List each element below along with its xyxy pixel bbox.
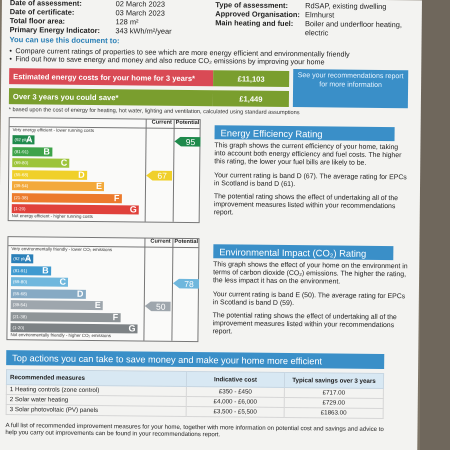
column-header: Indicative cost [186, 371, 285, 388]
measure-cell: 3 Solar photovoltaic (PV) panels [6, 404, 187, 417]
rating-band: (81-91) B [12, 145, 52, 157]
band-range: (69-80) [12, 279, 28, 285]
saving-label: Over 3 years you could save* [8, 88, 214, 107]
band-range: (21-38) [13, 194, 29, 200]
cost-cell: £3,500 - £5,500 [186, 406, 285, 418]
band-letter: E [95, 180, 103, 192]
band-range: (81-91) [14, 148, 29, 154]
band-range: (1-20) [12, 325, 25, 331]
current-rating-arrow-value: 67 [157, 170, 167, 181]
potential-column-header: Potential [175, 119, 200, 127]
intro-bullet: Find out how to save energy and money an… [9, 54, 349, 67]
efficiency-paragraph: The potential rating shows the effect of… [213, 193, 399, 217]
band-letter: C [59, 276, 67, 287]
saving-cell: £1863.00 [284, 407, 384, 419]
band-range: (39-54) [12, 302, 27, 308]
efficiency-paragraph: Your current rating is band D (67). The … [214, 171, 407, 188]
band-letter: D [76, 288, 84, 299]
top-caption: Very environmentally friendly - lower CO… [11, 246, 113, 253]
potential-column-header: Potential [174, 238, 199, 246]
recommendations-link[interactable]: See your recommendations report for more… [292, 69, 409, 109]
saving-bar: Over 3 years you could save* £1,449 [8, 88, 290, 108]
cost-footnote: * based upon the cost of energy for heat… [8, 107, 300, 117]
potential-rating-arrow-value: 95 [185, 136, 196, 147]
rating-band: (1-20) G [10, 323, 138, 334]
band-range: (21-38) [12, 313, 27, 319]
rating-band: (1-20) G [11, 204, 139, 215]
column-divider [144, 119, 147, 222]
potential-rating-arrow: 95 [174, 136, 200, 146]
column-divider [143, 238, 146, 341]
environment-paragraph: This graph shows the effect of your home… [212, 261, 408, 286]
band-range: (55-68) [14, 171, 29, 177]
saving-value: £1,449 [212, 90, 290, 108]
band-range: (69-80) [14, 160, 29, 166]
epc-document: Date of assessment: 02 March 2023 Type o… [0, 0, 422, 450]
rating-band: (39-54) E [11, 180, 105, 192]
band-letter: D [78, 169, 85, 180]
estimated-cost-value: £11,103 [213, 70, 290, 88]
rating-band: (92 plus) A [12, 134, 35, 145]
potential-rating-arrow: 78 [173, 278, 199, 288]
rating-band: (39-54) E [10, 299, 103, 311]
potential-rating-arrow-value: 78 [184, 278, 194, 289]
band-letter: F [113, 192, 120, 203]
header-value: 343 kWh/m²/year [115, 26, 172, 36]
background-surface [420, 0, 450, 450]
environment-paragraph: The potential rating shows the effect of… [212, 312, 397, 336]
rating-band: (81-91) B [11, 264, 51, 276]
band-letter: B [43, 145, 50, 157]
band-letter: G [129, 204, 137, 215]
band-letter: B [42, 264, 49, 276]
recommendations-footer: A full list of recommended improvement m… [5, 422, 384, 439]
header-key: Primary Energy Indicator: [9, 25, 101, 36]
header-value: electric [304, 28, 329, 38]
column-header: Typical savings over 3 years [284, 372, 384, 389]
top-actions-title: Top actions you can take to save money a… [6, 350, 385, 370]
certificate-header: Date of assessment: 02 March 2023 Type o… [10, 0, 415, 38]
rating-band: (55-68) D [10, 288, 86, 299]
rating-band: (55-68) D [12, 169, 87, 180]
environment-title: Environmental Impact (CO₂) Rating [213, 244, 394, 261]
rating-band: (21-38) F [10, 311, 121, 322]
environment-paragraph: Your current rating is band E (50). The … [212, 290, 406, 307]
band-range: (39-54) [13, 183, 29, 189]
environment-description: This graph shows the effect of your home… [212, 261, 408, 344]
band-letter: E [94, 299, 101, 311]
rating-band: (69-80) C [10, 276, 69, 287]
column-divider [171, 238, 174, 341]
efficiency-title: Energy Efficiency Rating [214, 125, 395, 142]
current-column-header: Current [150, 238, 171, 245]
band-letter: C [60, 157, 68, 168]
column-divider [172, 119, 175, 222]
current-rating-arrow: 50 [145, 301, 171, 311]
rating-band: (21-38) F [11, 192, 122, 203]
band-letter: F [112, 311, 119, 322]
energy-efficiency-chart: Current Potential Very energy efficient … [7, 117, 201, 224]
estimated-cost-label: Estimated energy costs for your home for… [9, 68, 214, 87]
intro-section: You can use this document to: Compare cu… [9, 35, 350, 67]
efficiency-paragraph: This graph shows the current efficiency … [214, 142, 402, 168]
current-column-header: Current [151, 119, 172, 126]
rating-band: (69-80) C [12, 157, 70, 168]
band-range: (81-91) [13, 267, 28, 273]
bottom-caption: Not energy efficient - higher running co… [11, 213, 93, 219]
top-caption: Very energy efficient - lower running co… [12, 127, 95, 133]
band-letter: G [128, 323, 136, 334]
band-range: (55-68) [12, 290, 28, 296]
current-rating-arrow: 67 [146, 171, 172, 181]
header-key [215, 27, 305, 37]
environmental-impact-chart: Current Potential Very environmentally f… [6, 236, 200, 343]
band-letter: A [24, 253, 32, 264]
band-range: (1-20) [13, 206, 26, 212]
actions-table: Recommended measures Indicative cost Typ… [6, 369, 384, 419]
band-letter: A [25, 134, 33, 145]
efficiency-description: This graph shows the current efficiency … [214, 142, 410, 225]
current-rating-arrow-value: 50 [155, 301, 166, 312]
rating-band: (92 plus) A [11, 253, 34, 264]
estimated-cost-bar: Estimated energy costs for your home for… [9, 68, 290, 88]
